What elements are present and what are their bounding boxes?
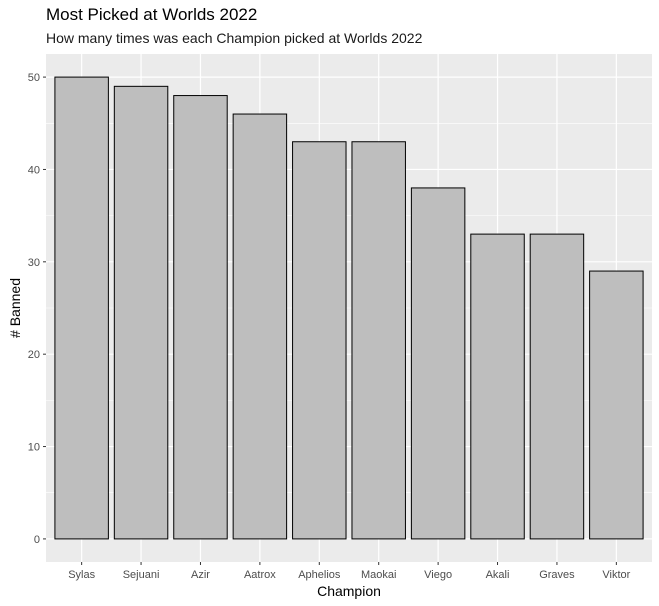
y-axis-title: # Banned xyxy=(7,278,23,338)
x-tick-label: Azir xyxy=(191,569,210,581)
y-tick-label: 50 xyxy=(28,72,40,84)
y-axis-ticks: 0 10 20 30 40 50 xyxy=(28,72,46,546)
bar-viktor xyxy=(589,270,644,540)
bar-akali xyxy=(470,233,525,540)
y-tick-label: 0 xyxy=(34,534,40,546)
chart-subtitle: How many times was each Champion picked … xyxy=(46,30,423,46)
x-tick-label: Akali xyxy=(486,569,510,581)
x-tick-label: Aphelios xyxy=(298,569,341,581)
chart-title: Most Picked at Worlds 2022 xyxy=(46,5,258,24)
bar-azir xyxy=(173,95,228,540)
x-tick-label: Viego xyxy=(424,569,452,581)
x-tick-label: Sejuani xyxy=(123,569,160,581)
x-tick-label: Sylas xyxy=(68,569,95,581)
bar-sylas xyxy=(54,76,109,540)
x-tick-label: Aatrox xyxy=(244,569,276,581)
bar-graves xyxy=(529,233,585,540)
y-tick-label: 40 xyxy=(28,164,40,176)
x-axis-title: Champion xyxy=(317,583,381,599)
x-tick-label: Maokai xyxy=(361,569,396,581)
bar-aphelios xyxy=(292,141,347,540)
bar-aatrox xyxy=(232,113,288,540)
y-tick-label: 30 xyxy=(28,257,40,269)
bar-sejuani xyxy=(113,85,169,540)
bars xyxy=(54,76,644,540)
x-axis-ticks: Sylas Sejuani Azir Aatrox Aphelios Maokai Vieg… xyxy=(68,562,631,581)
y-tick-label: 10 xyxy=(28,442,40,454)
bar-viego xyxy=(410,187,466,540)
x-tick-label: Viktor xyxy=(602,569,630,581)
y-tick-label: 20 xyxy=(28,349,40,361)
x-tick-label: Graves xyxy=(539,569,575,581)
bar-maokai xyxy=(351,141,406,540)
